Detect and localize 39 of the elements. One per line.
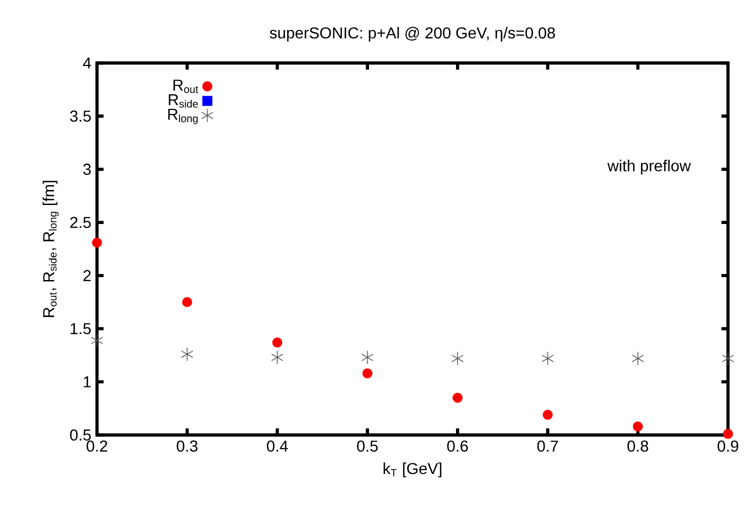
y-axis-title: R$_{out}$, R$_{side}$, R$_{long}$ [fm] [42,180,59,317]
point [632,351,644,366]
x-tick-label: 0.5 [357,440,378,452]
x-tick-label: 0.8 [627,440,648,452]
legend-label: R$_{long}$ [168,108,198,124]
point [272,338,282,348]
chart-title: superSONIC: p+Al @ 200 GeV, η/s=0.08 [270,26,555,42]
x-tick-label: 0.9 [718,440,738,452]
legend-label: R$_{out}$ [174,80,198,94]
point [271,350,284,364]
y-tick-label: 1 [84,376,91,388]
annotation: with preflow [607,160,691,175]
point [451,351,464,366]
x-axis-title: k$_{T}$ [GeV] [384,462,442,478]
x-tick-label: 0.4 [266,440,288,452]
point [632,421,643,432]
point [722,351,734,366]
y-tick-label: 1.5 [70,323,91,334]
y-tick-label: 0.5 [70,429,91,441]
point [722,428,734,439]
x-tick-label: 0.7 [537,440,558,452]
y-tick-label: 2 [83,270,91,282]
y-tick-label: 3 [83,164,91,175]
point [542,351,554,366]
point [361,350,374,364]
point [542,410,553,420]
y-tick-label: 2.5 [70,216,91,228]
legend-label: R$_{side}$ [168,94,198,108]
point [362,368,372,378]
point [181,347,194,362]
y-tick-label: 4 [83,58,92,68]
x-tick-label: 0.3 [176,440,198,452]
y-tick-label: 3.5 [70,110,91,122]
point [92,238,102,248]
x-tick-label: 0.2 [86,440,108,452]
point [452,392,463,403]
point [182,297,192,308]
x-tick-label: 0.6 [447,440,468,452]
point [90,333,104,348]
